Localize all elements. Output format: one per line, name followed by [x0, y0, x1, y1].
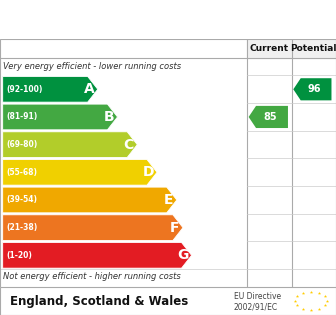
Text: F: F	[170, 220, 179, 235]
Text: (55-68): (55-68)	[6, 168, 37, 177]
Text: Potential: Potential	[291, 44, 336, 53]
Text: (39-54): (39-54)	[6, 196, 37, 204]
Text: 96: 96	[308, 84, 321, 94]
Polygon shape	[3, 159, 157, 185]
Text: G: G	[177, 248, 189, 262]
Text: EU Directive: EU Directive	[234, 292, 281, 301]
Bar	[247, 39, 336, 58]
Text: Very energy efficient - lower running costs: Very energy efficient - lower running co…	[3, 62, 181, 71]
Text: 2002/91/EC: 2002/91/EC	[234, 303, 278, 312]
Text: (21-38): (21-38)	[6, 223, 37, 232]
Text: (92-100): (92-100)	[6, 85, 42, 94]
Polygon shape	[3, 215, 183, 240]
Polygon shape	[3, 77, 98, 102]
Polygon shape	[3, 132, 137, 158]
Text: England, Scotland & Wales: England, Scotland & Wales	[10, 295, 188, 307]
Text: E: E	[163, 193, 173, 207]
Text: D: D	[143, 165, 154, 179]
Text: (1-20): (1-20)	[6, 251, 32, 260]
Text: C: C	[124, 138, 134, 152]
Polygon shape	[249, 106, 288, 128]
Text: 85: 85	[264, 112, 277, 122]
Polygon shape	[3, 104, 118, 130]
Text: A: A	[84, 82, 94, 96]
Polygon shape	[293, 78, 332, 100]
Polygon shape	[3, 187, 177, 213]
Text: Not energy efficient - higher running costs: Not energy efficient - higher running co…	[3, 272, 181, 281]
Text: (69-80): (69-80)	[6, 140, 37, 149]
Text: Current: Current	[250, 44, 289, 53]
Text: Energy Efficiency Rating: Energy Efficiency Rating	[10, 12, 220, 27]
Text: (81-91): (81-91)	[6, 112, 37, 122]
Polygon shape	[3, 243, 192, 268]
Text: B: B	[103, 110, 114, 124]
